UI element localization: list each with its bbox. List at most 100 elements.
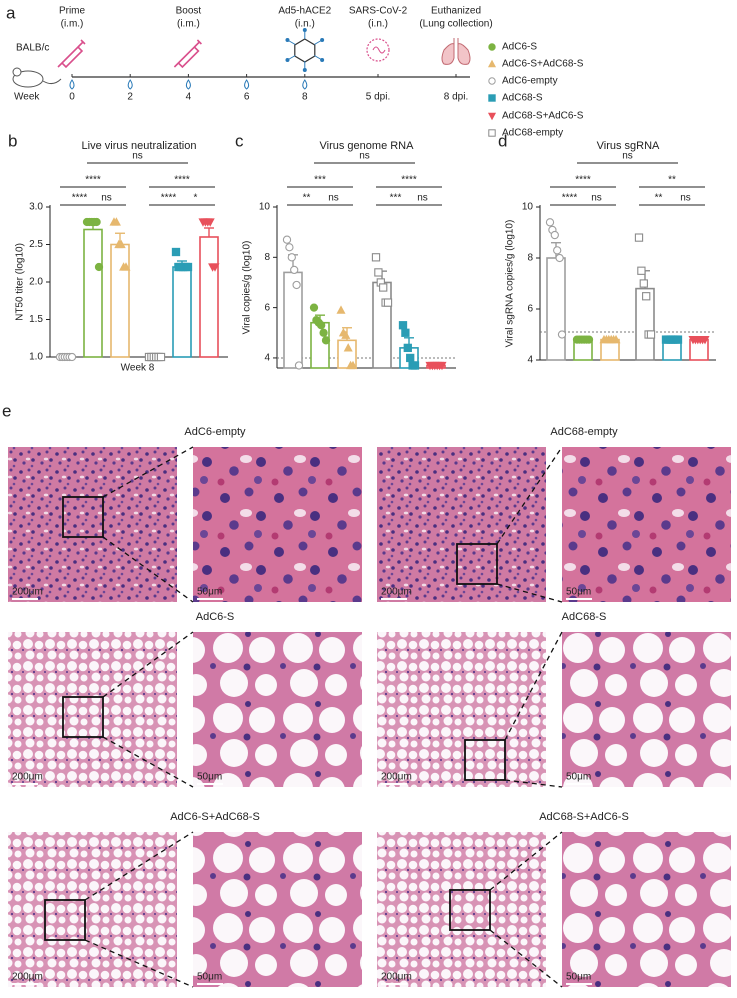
significance-label: ***: [314, 175, 326, 186]
y-tick-label: 6: [527, 304, 533, 315]
adenovirus-knob: [320, 58, 325, 62]
significance-label: ns: [132, 151, 143, 162]
group-label: AdC6-S: [196, 611, 235, 623]
data-point: [401, 328, 410, 337]
panel-letter: a: [6, 3, 16, 22]
step-label: Ad5-hACE2: [278, 6, 331, 17]
data-point: [646, 330, 656, 339]
adenovirus-knob: [320, 38, 325, 42]
data-point: [403, 343, 412, 353]
data-point: [285, 243, 294, 252]
histology-high-mag: [562, 832, 731, 987]
syringe-icon: [57, 39, 86, 69]
scale-label: 50μm: [197, 772, 222, 783]
data-point: [406, 353, 415, 363]
legend-marker: [487, 112, 497, 121]
x-axis-label: Week 8: [121, 363, 155, 374]
panel-letter: b: [8, 131, 17, 150]
scale-label: 50μm: [566, 587, 591, 598]
data-point: [94, 262, 104, 272]
significance-label: **: [668, 175, 676, 186]
data-point: [398, 321, 408, 330]
adenovirus-knob: [285, 58, 290, 62]
scale-label: 200μm: [381, 772, 412, 783]
step-label: Prime: [59, 6, 86, 17]
data-point: [437, 361, 447, 371]
step-label: Euthanized: [431, 6, 481, 17]
zoom-line: [489, 929, 563, 988]
data-point: [317, 321, 326, 330]
significance-label: ****: [174, 175, 190, 186]
scale-label: 200μm: [12, 972, 43, 983]
chart-title: Live virus neutralization: [82, 140, 197, 152]
significance-label: ****: [72, 193, 88, 204]
step-route: (i.m.): [61, 19, 84, 30]
strain-label: BALB/c: [16, 43, 49, 54]
histology-low-mag: [377, 447, 546, 602]
legend-marker: [488, 94, 496, 102]
significance-label: ns: [680, 193, 691, 204]
y-tick-label: 8: [264, 252, 270, 263]
data-point: [553, 246, 562, 255]
legend-label: AdC6-S+AdC68-S: [502, 59, 584, 70]
bar: [199, 236, 219, 358]
data-point: [282, 235, 292, 244]
y-tick-label: 6: [264, 302, 270, 313]
significance-label: ****: [85, 175, 101, 186]
data-point: [700, 335, 710, 345]
significance-label: ns: [591, 193, 602, 204]
data-point: [111, 217, 121, 226]
data-point: [294, 361, 304, 370]
bar: [372, 281, 392, 369]
mouse-ear: [12, 67, 22, 77]
significance-label: ****: [401, 175, 417, 186]
mouse-icon: [12, 70, 44, 88]
zoom-line: [504, 631, 563, 741]
bar: [110, 243, 130, 358]
bar: [83, 228, 103, 358]
data-point: [374, 268, 383, 277]
y-tick-label: 4: [527, 355, 533, 366]
data-point: [383, 298, 393, 307]
timeline-axis-label: Week: [14, 92, 40, 103]
group-label: AdC6-empty: [184, 426, 246, 438]
adenovirus-knob: [285, 38, 290, 42]
legend-marker: [488, 77, 496, 85]
significance-label: ****: [562, 193, 578, 204]
data-point: [343, 343, 353, 352]
data-point: [287, 253, 296, 262]
dosing-drop: [244, 79, 250, 90]
data-point: [611, 334, 621, 344]
y-tick-label: 1.5: [29, 314, 43, 325]
histology-high-mag: [562, 632, 731, 787]
adenovirus-knob: [302, 28, 307, 32]
zoom-line: [102, 736, 194, 788]
data-point: [410, 361, 420, 370]
legend-label: AdC6-empty: [502, 76, 558, 87]
data-point: [210, 263, 220, 272]
scale-label: 50μm: [566, 772, 591, 783]
significance-label: ns: [359, 151, 370, 162]
y-tick-label: 4: [264, 353, 270, 364]
step-route: (Lung collection): [419, 19, 492, 30]
y-tick-label: 10: [522, 202, 534, 213]
y-tick-label: 2.5: [29, 239, 43, 250]
histology-low-mag: [8, 832, 177, 987]
data-point: [292, 280, 301, 290]
data-point: [67, 352, 77, 362]
data-point: [205, 218, 215, 227]
significance-label: ****: [575, 175, 591, 186]
zoom-line: [496, 446, 563, 545]
dosing-drop: [69, 79, 75, 90]
data-point: [637, 266, 646, 275]
significance-label: ns: [101, 193, 112, 204]
scale-label: 50μm: [197, 587, 222, 598]
histology-high-mag: [562, 447, 731, 602]
step-route: (i.n.): [368, 19, 388, 30]
histology-high-mag: [193, 632, 362, 787]
zoom-box: [62, 696, 104, 738]
y-axis-label: Viral sgRNA copies/g (log10): [505, 220, 516, 348]
zoom-line: [84, 831, 194, 901]
